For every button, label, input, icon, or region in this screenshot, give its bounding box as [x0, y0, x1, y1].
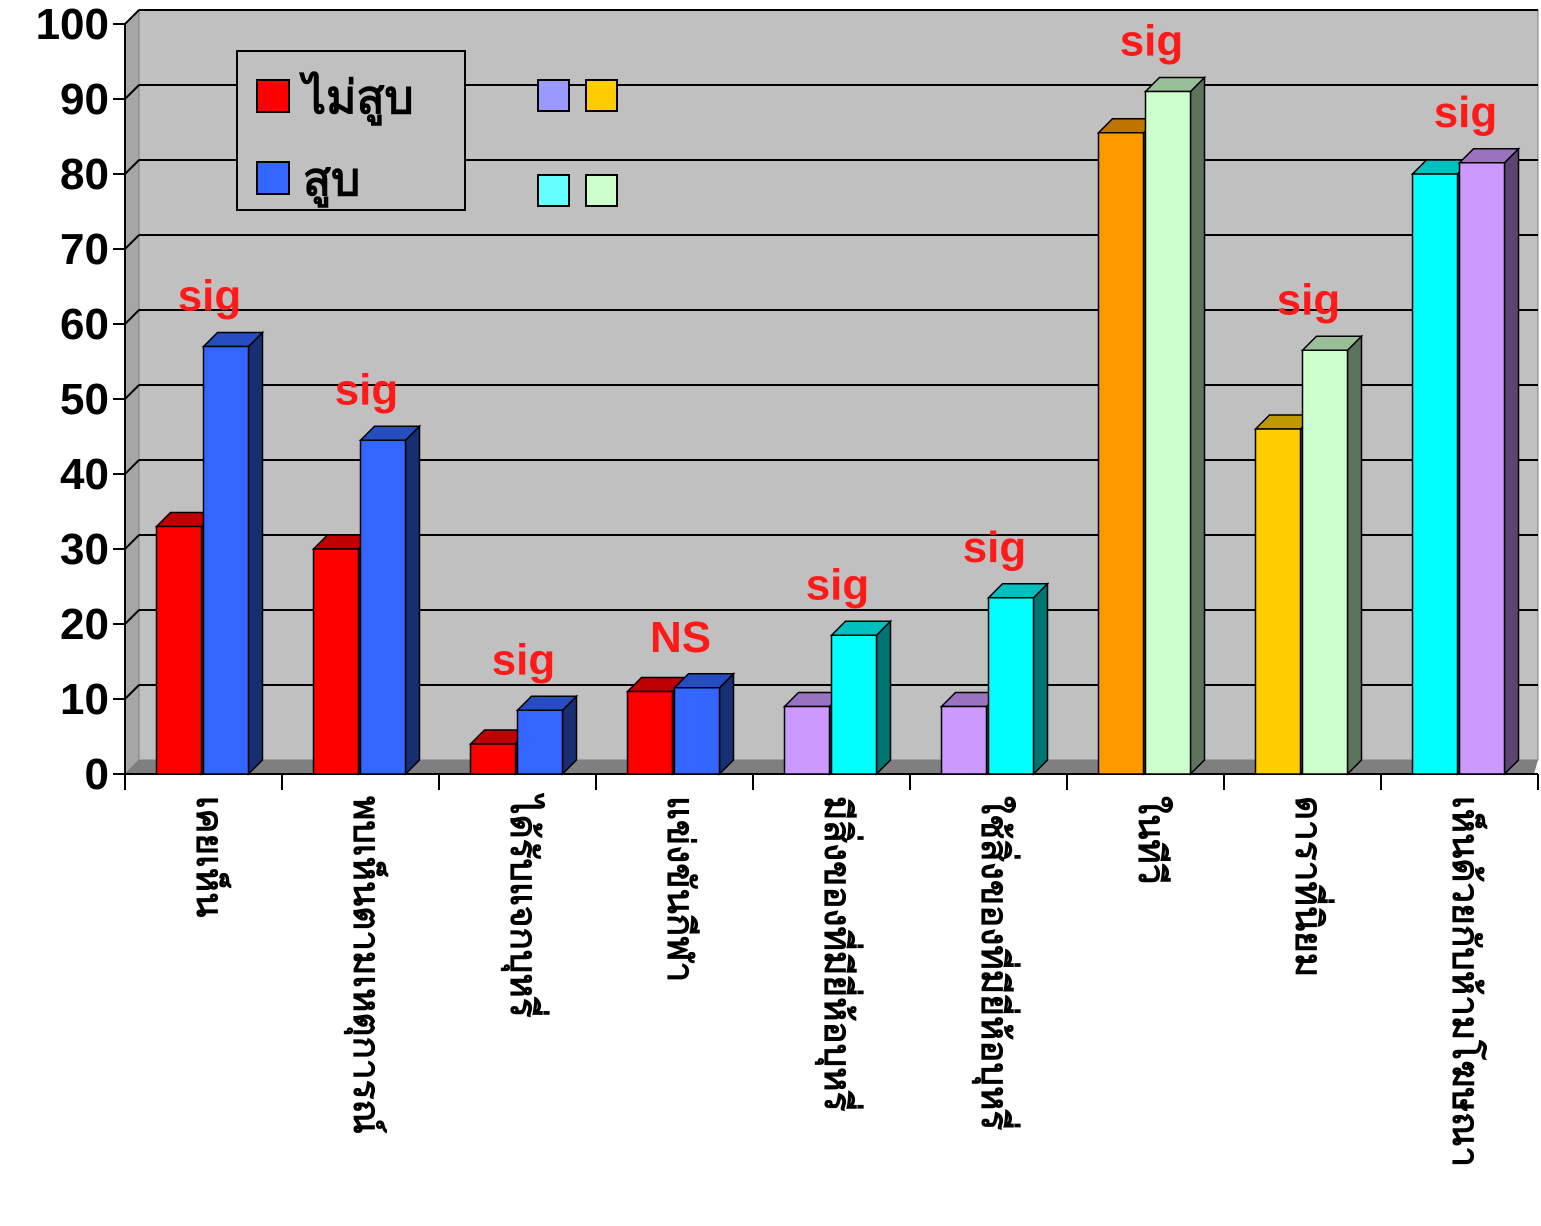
bar-front	[830, 634, 878, 775]
significance-labels: sig sig sig NS sig sig sig sig sig	[178, 17, 1498, 685]
bars	[154, 75, 1521, 776]
bar-front	[359, 439, 407, 775]
x-category-label: เคยเห็น	[188, 796, 233, 917]
gridline-diagonal	[124, 534, 140, 550]
legend-swatch	[256, 161, 290, 195]
x-axis: เคยเห็น พบเห็นตามเหตุการณ์ ได้รับแจกบุหรี่…	[124, 773, 1539, 1167]
y-tick-label: 60	[60, 300, 109, 349]
bar-front	[202, 345, 250, 775]
significance-label: sig	[178, 272, 242, 321]
y-tick-label: 40	[60, 450, 109, 499]
legend-swatch	[256, 79, 290, 113]
y-tick-label: 0	[85, 750, 109, 799]
y-tick-label: 30	[60, 525, 109, 574]
legend-label: ไม่สูบ	[298, 70, 414, 126]
bar-front	[1411, 173, 1459, 775]
bar-front	[626, 690, 674, 775]
bar-side	[404, 424, 421, 776]
y-tick-label: 70	[60, 225, 109, 274]
bar-smoker	[1143, 75, 1207, 776]
y-tick-label: 100	[36, 0, 109, 49]
x-category-label: ใช้สิ่งของที่มียี่ห้อบุหรี่	[971, 796, 1021, 1130]
bar-front	[516, 709, 564, 775]
significance-label: sig	[335, 365, 399, 414]
extra-swatch	[537, 174, 570, 207]
bar-side	[247, 330, 264, 776]
significance-label: sig	[492, 635, 556, 684]
significance-label: sig	[1277, 275, 1341, 324]
bar-front	[155, 525, 203, 775]
bar-front	[1458, 162, 1506, 775]
bar-front	[1144, 90, 1192, 775]
y-tick-label: 20	[60, 600, 109, 649]
x-category-label: เห็นด้วยกับห้ามโฆษณา	[1444, 796, 1489, 1167]
y-axis: 0 10 20 30 40 50 60 70 80 90 100	[36, 0, 126, 799]
bar-smoker	[986, 581, 1050, 776]
bar-front	[673, 687, 721, 775]
gridline-diagonal	[124, 234, 140, 250]
significance-label: NS	[650, 613, 711, 662]
bar-side	[1346, 334, 1363, 776]
x-category-label: ได้รับแจกบุหรี่	[500, 792, 550, 1018]
bar-smoker	[829, 619, 893, 776]
extra-swatch	[585, 79, 618, 112]
significance-label: sig	[1434, 88, 1498, 137]
x-category-label: ดาราที่นิยม	[1287, 796, 1335, 977]
y-tick-label: 90	[60, 75, 109, 124]
x-category-label: พบเห็นตามเหตุการณ์	[343, 796, 390, 1134]
y-tick-label: 50	[60, 375, 109, 424]
significance-label: sig	[963, 523, 1027, 572]
significance-label: sig	[806, 560, 870, 609]
extra-swatch	[585, 174, 618, 207]
legend: ไม่สูบสูบ	[236, 50, 466, 211]
bar-front	[940, 705, 988, 775]
y-tick-label: 10	[60, 675, 109, 724]
gridline-diagonal	[124, 84, 140, 100]
x-category-label: มีสิ่งของที่มียี่ห้อบุหรี่	[814, 796, 864, 1112]
bar-side	[875, 619, 892, 776]
bar-front	[1097, 132, 1145, 775]
extra-swatch	[537, 79, 570, 112]
gridline-diagonal	[124, 609, 140, 625]
bar-smoker	[672, 671, 736, 776]
bar-side	[1189, 75, 1206, 776]
bar-smoker	[1457, 146, 1521, 776]
bar-smoker	[201, 330, 265, 776]
bar-front	[987, 597, 1035, 775]
gridline-diagonal	[124, 384, 140, 400]
x-category-label: แข่งขันกีฬา	[659, 796, 702, 982]
gridline-diagonal	[124, 459, 140, 475]
bar-smoker	[515, 694, 579, 776]
gridline-diagonal	[124, 9, 140, 25]
bar-front	[783, 705, 831, 775]
y-tick-label: 80	[60, 150, 109, 199]
gridline-diagonal	[124, 159, 140, 175]
bar-smoker	[1300, 334, 1364, 776]
gridline-diagonal	[124, 309, 140, 325]
bar-smoker	[358, 424, 422, 776]
legend-label: สูบ	[303, 152, 360, 208]
gridline-diagonal	[124, 684, 140, 700]
x-category-label: ในทีวี	[1130, 796, 1174, 885]
bar-front	[312, 548, 360, 775]
significance-label: sig	[1120, 17, 1184, 66]
bar-side	[1032, 581, 1049, 776]
bar-front	[1301, 349, 1349, 775]
bar-side	[1503, 146, 1520, 776]
extra-color-swatches	[537, 79, 618, 207]
bar-side	[718, 671, 735, 776]
bar-front	[1254, 428, 1302, 775]
bar-front	[469, 743, 517, 775]
